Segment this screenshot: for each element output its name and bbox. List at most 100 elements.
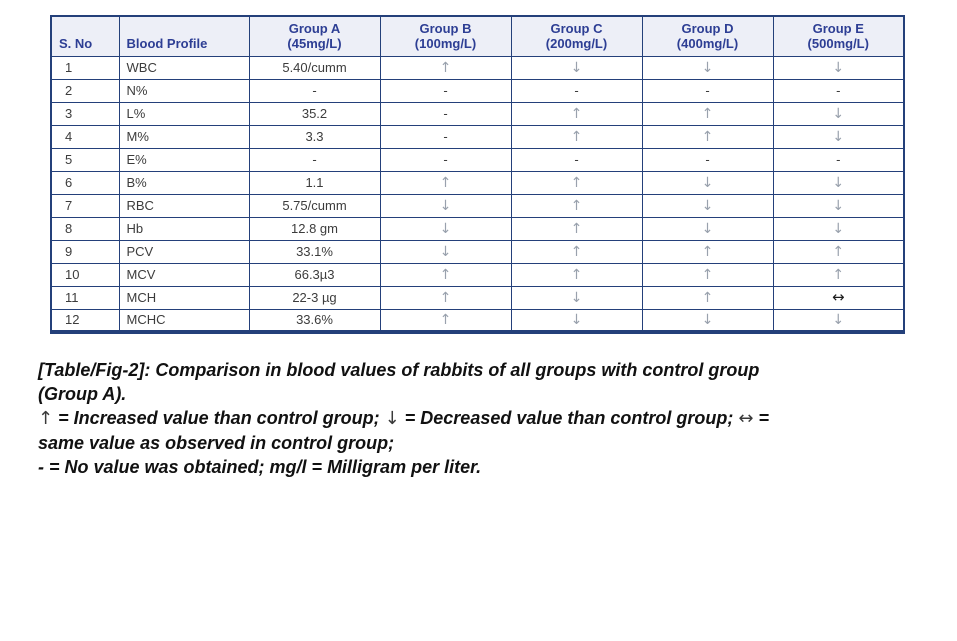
down-arrow-icon: ↓ — [570, 312, 583, 329]
group-b-indicator-cell: - — [379, 147, 512, 172]
group-a-value-cell: 33.6% — [248, 308, 381, 333]
group-name: Group E — [812, 20, 864, 36]
up-arrow-icon: ↑ — [570, 267, 583, 283]
group-d-indicator-cell: ↓ — [641, 193, 774, 218]
up-arrow-icon: ↑ — [570, 198, 583, 214]
profile-cell: N% — [118, 78, 250, 103]
group-e-indicator-cell: ↓ — [772, 55, 905, 80]
no-value-dash: - — [836, 152, 841, 167]
table-body: 1 WBC 5.40/cumm ↑ ↓ ↓ ↓ 2 N% - - - - -3 L% 35.2- ↑ ↑ ↓ 4 M% 3… — [50, 55, 905, 333]
group-a-value-cell: 22-3 µg — [248, 285, 381, 310]
column-header-blood-profile: Blood Profile — [118, 15, 250, 57]
group-b-indicator-cell: ↑ — [379, 55, 512, 80]
profile-cell: RBC — [118, 193, 250, 218]
up-arrow-icon: ↑ — [439, 60, 452, 76]
caption-line: ↑ = Increased value than control group; … — [38, 408, 769, 429]
group-d-indicator-cell: ↑ — [641, 239, 774, 264]
no-value-dash: - — [836, 83, 841, 98]
up-arrow-icon: ↑ — [570, 129, 583, 145]
down-arrow-icon: ↓ — [832, 221, 845, 237]
group-b-indicator-cell: ↑ — [379, 285, 512, 310]
no-value-dash: - — [574, 83, 579, 98]
caption-line: (Group A). — [38, 384, 127, 404]
no-value-dash: - — [443, 83, 448, 98]
sno-cell: 6 — [50, 170, 120, 195]
down-arrow-icon: ↓ — [832, 106, 845, 122]
up-arrow-icon: ↑ — [701, 106, 714, 122]
up-arrow-icon: ↑ — [701, 244, 714, 260]
group-a-value-cell: 12.8 gm — [248, 216, 381, 241]
group-d-indicator-cell: - — [641, 147, 774, 172]
profile-cell: Hb — [118, 216, 250, 241]
up-arrow-icon: ↑ — [832, 267, 845, 283]
profile-cell: L% — [118, 101, 250, 126]
up-arrow-icon: ↑ — [439, 312, 452, 329]
column-header-group-c: Group C (200mg/L) — [510, 15, 643, 57]
group-c-indicator-cell: - — [510, 78, 643, 103]
legend-arrow-icon: ↔ — [738, 408, 754, 429]
down-arrow-icon: ↓ — [439, 221, 452, 237]
group-e-indicator-cell: ↓ — [772, 216, 905, 241]
group-a-value-cell: 1.1 — [248, 170, 381, 195]
down-arrow-icon: ↓ — [570, 290, 583, 306]
down-arrow-icon: ↓ — [570, 60, 583, 76]
down-arrow-icon: ↓ — [832, 312, 845, 329]
profile-cell: MCH — [118, 285, 250, 310]
group-c-indicator-cell: ↓ — [510, 55, 643, 80]
group-d-indicator-cell: ↓ — [641, 55, 774, 80]
no-value-dash: - — [443, 129, 448, 144]
group-d-indicator-cell: ↑ — [641, 124, 774, 149]
caption: [Table/Fig-2]: Comparison in blood value… — [38, 358, 928, 479]
down-arrow-icon: ↓ — [439, 198, 452, 214]
group-b-indicator-cell: ↑ — [379, 308, 512, 333]
group-a-value-cell: 3.3 — [248, 124, 381, 149]
no-value-dash: - — [705, 83, 710, 98]
table-row: 11 MCH 22-3 µg ↑ ↓ ↑ ↔ — [50, 285, 905, 310]
down-arrow-icon: ↓ — [832, 175, 845, 191]
group-c-indicator-cell: ↑ — [510, 262, 643, 287]
down-arrow-icon: ↓ — [701, 221, 714, 237]
column-header-group-e: Group E (500mg/L) — [772, 15, 905, 57]
group-b-indicator-cell: - — [379, 101, 512, 126]
group-e-indicator-cell: ↓ — [772, 170, 905, 195]
no-value-dash: - — [574, 152, 579, 167]
column-header-label: S. No — [59, 35, 93, 51]
group-d-indicator-cell: ↓ — [641, 308, 774, 333]
group-d-indicator-cell: ↑ — [641, 262, 774, 287]
sno-cell: 12 — [50, 308, 120, 333]
legend-arrow-icon: ↓ — [384, 408, 400, 429]
up-arrow-icon: ↑ — [701, 267, 714, 283]
up-arrow-icon: ↑ — [439, 175, 452, 191]
group-name: Group D — [681, 20, 734, 36]
group-e-indicator-cell: - — [772, 147, 905, 172]
group-a-value-cell: - — [248, 147, 381, 172]
group-e-indicator-cell: ↓ — [772, 124, 905, 149]
group-c-indicator-cell: - — [510, 147, 643, 172]
profile-cell: PCV — [118, 239, 250, 264]
group-e-indicator-cell: ↓ — [772, 101, 905, 126]
up-arrow-icon: ↑ — [439, 267, 452, 283]
blood-values-table-container: S. No Blood Profile Group A (45mg/L) Gro… — [50, 15, 905, 334]
table-row: 10 MCV 66.3µ3 ↑ ↑ ↑ ↑ — [50, 262, 905, 287]
group-a-value-cell: 35.2 — [248, 101, 381, 126]
up-arrow-icon: ↑ — [570, 244, 583, 260]
group-dose: (200mg/L) — [545, 35, 608, 51]
legend-arrow-icon: ↑ — [38, 408, 54, 429]
up-arrow-icon: ↑ — [701, 129, 714, 145]
table-header-row: S. No Blood Profile Group A (45mg/L) Gro… — [50, 15, 905, 57]
no-value-dash: - — [705, 152, 710, 167]
column-header-group-d: Group D (400mg/L) — [641, 15, 774, 57]
sno-cell: 11 — [50, 285, 120, 310]
group-c-indicator-cell: ↑ — [510, 101, 643, 126]
sno-cell: 1 — [50, 55, 120, 80]
profile-cell: MCHC — [118, 308, 250, 333]
group-c-indicator-cell: ↓ — [510, 285, 643, 310]
table-row: 5 E% - - - - - — [50, 147, 905, 172]
group-name: Group A — [288, 20, 341, 36]
column-header-label: Blood Profile — [126, 35, 208, 51]
group-b-indicator-cell: ↓ — [379, 193, 512, 218]
group-b-indicator-cell: ↑ — [379, 262, 512, 287]
group-e-indicator-cell: ↔ — [772, 285, 905, 310]
group-dose: (500mg/L) — [807, 35, 869, 51]
